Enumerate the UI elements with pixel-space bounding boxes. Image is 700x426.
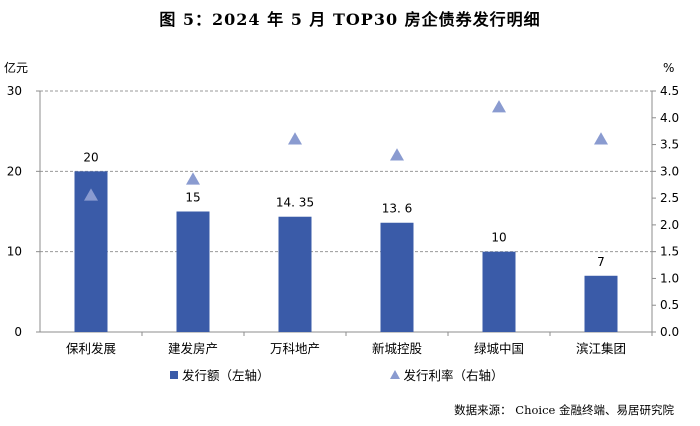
bar-4 xyxy=(380,222,414,332)
right-tick-label: 1.0 xyxy=(660,271,679,285)
data-source: 数据来源： Choice 金融终端、易居研究院 xyxy=(454,403,674,417)
right-tick-label: 4.5 xyxy=(660,84,679,98)
chart-legend: 发行额（左轴） 发行利率（右轴） xyxy=(170,365,504,384)
rate-marker-6 xyxy=(594,132,608,145)
rate-marker-3 xyxy=(288,132,302,145)
bar-value-label: 13. 6 xyxy=(382,202,413,216)
rate-marker-1 xyxy=(84,188,98,201)
rate-marker-2 xyxy=(186,172,200,185)
bar-value-label: 14. 35 xyxy=(276,196,314,210)
category-label: 新城控股 xyxy=(372,341,423,356)
legend-bar-swatch xyxy=(170,370,178,379)
category-label: 万科地产 xyxy=(270,341,320,356)
bar-2 xyxy=(176,211,210,332)
bar-value-label: 15 xyxy=(185,191,200,205)
right-tick-label: 4.0 xyxy=(660,111,679,125)
left-tick-label: 10 xyxy=(7,245,22,259)
left-tick-label: 30 xyxy=(7,84,22,98)
rate-marker-4 xyxy=(390,148,404,161)
right-tick-label: 3.5 xyxy=(660,138,679,152)
bar-value-label: 20 xyxy=(83,150,98,164)
chart-title: 图 5：2024 年 5 月 TOP30 房企债券发行明细 xyxy=(159,10,541,29)
right-tick-label: 0.0 xyxy=(660,325,679,339)
right-tick-label: 2.0 xyxy=(660,218,679,232)
legend-bar-label: 发行额（左轴） xyxy=(182,368,270,383)
legend-item-rate: 发行利率（右轴） xyxy=(389,365,504,384)
legend-triangle-swatch xyxy=(389,370,400,379)
category-label: 滨江集团 xyxy=(576,341,626,356)
right-tick-label: 1.5 xyxy=(660,245,679,259)
right-tick-label: 3.0 xyxy=(660,164,679,178)
legend-item-bar: 发行额（左轴） xyxy=(170,365,270,384)
left-tick-label: 0 xyxy=(14,325,22,339)
rate-marker-5 xyxy=(492,100,506,113)
right-tick-label: 2.5 xyxy=(660,191,679,205)
bar-6 xyxy=(584,275,618,332)
category-label: 保利发展 xyxy=(66,341,116,356)
right-axis-unit: % xyxy=(663,61,674,75)
left-axis-unit: 亿元 xyxy=(4,60,28,75)
bar-value-label: 10 xyxy=(491,231,506,245)
right-tick-label: 0.5 xyxy=(660,298,679,312)
legend-rate-label: 发行利率（右轴） xyxy=(403,368,504,383)
left-tick-label: 20 xyxy=(7,164,22,178)
category-label: 建发房产 xyxy=(168,341,218,356)
bar-5 xyxy=(482,251,516,332)
bar-3 xyxy=(278,216,312,332)
bar-value-label: 7 xyxy=(597,255,605,269)
category-label: 绿城中国 xyxy=(474,341,524,356)
